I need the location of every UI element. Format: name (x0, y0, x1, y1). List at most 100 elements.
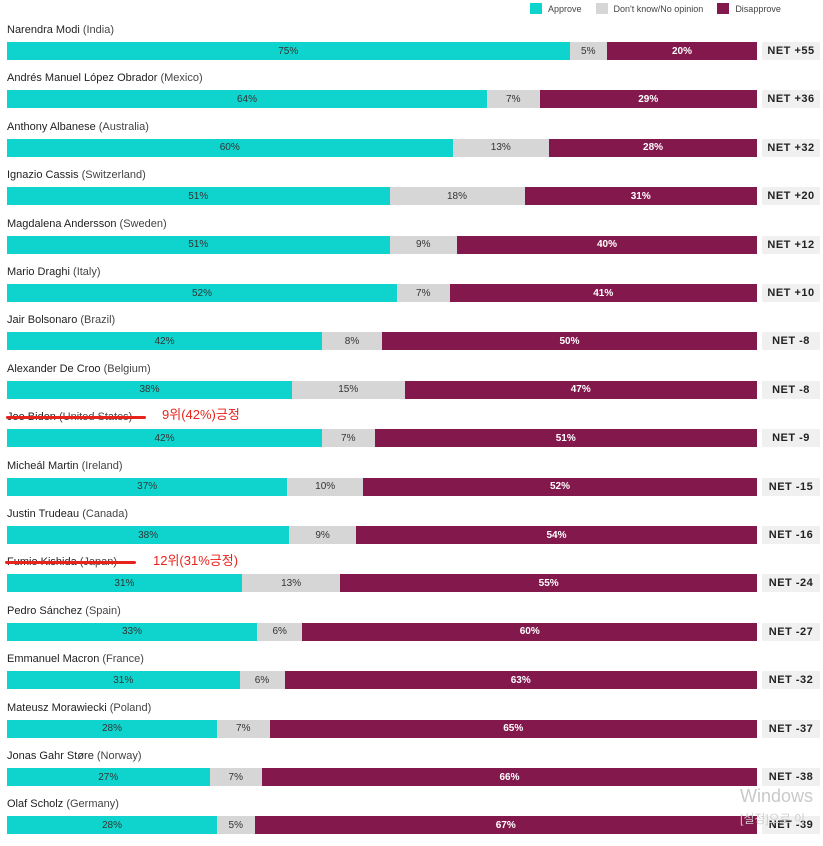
approve-segment: 38% (7, 526, 290, 544)
leader-name-text: Micheál Martin (7, 459, 82, 472)
net-score: NET -8 (762, 332, 820, 351)
approve-segment: 51% (7, 187, 390, 206)
leader-country: (Sweden) (119, 217, 167, 230)
leader-country: (Australia) (98, 120, 149, 133)
leader-name: Emmanuel Macron (France) (7, 653, 144, 665)
leader-row: Ignazio Cassis (Switzerland) 51% 18% 31% NET… (0, 169, 823, 217)
leader-name-text: Pedro Sánchez (7, 604, 86, 617)
leader-name: Mateusz Morawiecki (Poland) (7, 702, 151, 714)
stacked-bar: 28% 7% 65% (7, 719, 757, 738)
leader-row: Jair Bolsonaro (Brazil) 42% 8% 50% NET -8 (0, 314, 823, 362)
leader-country: (Brazil) (80, 314, 116, 327)
stacked-bar: 64% 7% 29% (7, 90, 757, 109)
leader-name: Alexander De Croo (Belgium) (7, 363, 151, 375)
disapprove-segment: 54% (356, 526, 757, 544)
leader-name-text: Magdalena Andersson (7, 217, 120, 230)
net-score: NET -37 (762, 719, 820, 738)
disapprove-segment: 67% (254, 816, 757, 835)
disapprove-segment: 63% (284, 671, 757, 690)
leader-name-text: Narendra Modi (7, 24, 83, 36)
stacked-bar: 28% 5% 67% (7, 816, 757, 835)
legend-neutral: Don't know/No opinion (595, 3, 703, 14)
approve-segment: 42% (7, 332, 322, 351)
stacked-bar: 38% 15% 47% (7, 380, 757, 399)
leader-row: Micheál Martin (Ireland) 37% 10% 52% NET -15 (0, 460, 823, 508)
leader-name-text: Justin Trudeau (7, 508, 83, 520)
net-score: NET -9 (762, 429, 820, 448)
approve-segment: 64% (7, 90, 487, 109)
legend-neutral-swatch (595, 3, 608, 14)
leader-row: Olaf Scholz (Germany) 28% 5% 67% NET -39 (0, 798, 823, 846)
leader-name: Micheál Martin (Ireland) (7, 460, 123, 472)
leader-name: Justin Trudeau (Canada) (7, 508, 128, 520)
disapprove-segment: 28% (549, 138, 757, 157)
leader-name: Jair Bolsonaro (Brazil) (7, 314, 115, 326)
leader-name: Anthony Albanese (Australia) (7, 121, 149, 133)
leader-name: Jonas Gahr Støre (Norway) (7, 750, 142, 762)
stacked-bar: 51% 9% 40% (7, 235, 757, 254)
net-score: NET +20 (762, 187, 820, 206)
leader-name-text: Jonas Gahr Støre (7, 750, 97, 762)
net-score: NET -39 (762, 816, 820, 835)
leader-country: (Canada) (82, 508, 129, 520)
stacked-bar: 27% 7% 66% (7, 768, 757, 786)
leader-name: Andrés Manuel López Obrador (Mexico) (7, 72, 203, 84)
leader-row: Fumio Kishida (Japan)31%13%55%NET -24 (0, 556, 823, 604)
leader-name-text: Andrés Manuel López Obrador (7, 72, 161, 85)
leader-country: (Spain) (85, 604, 121, 617)
leader-country: (Norway) (96, 750, 142, 762)
net-score: NET -24 (762, 574, 820, 593)
legend-disapprove-swatch (717, 3, 730, 14)
net-score: NET -8 (762, 380, 820, 399)
approve-segment: 31% (7, 671, 240, 690)
stacked-bar: 42% 7% 51% (7, 429, 757, 448)
net-score: NET -16 (762, 526, 820, 544)
neutral-segment: 5% (569, 42, 607, 60)
leader-name-text: Mateusz Morawiecki (7, 701, 110, 714)
neutral-segment: 7% (217, 719, 270, 738)
net-score: NET +12 (762, 235, 820, 254)
neutral-segment: 5% (217, 816, 255, 835)
leader-name-text: Mario Draghi (7, 266, 74, 278)
disapprove-segment: 66% (262, 768, 757, 786)
neutral-segment: 6% (257, 622, 303, 641)
leader-country: (Belgium) (103, 362, 151, 375)
stacked-bar: 33% 6% 60% (7, 622, 757, 641)
rank-annotation: 9위(42%)긍정 (162, 407, 240, 423)
leader-country: (France) (102, 653, 144, 666)
disapprove-segment: 47% (404, 380, 757, 399)
net-score: NET +55 (762, 42, 820, 60)
approve-segment: 52% (7, 284, 397, 302)
disapprove-segment: 50% (382, 332, 757, 351)
leader-name-text: Alexander De Croo (7, 362, 104, 375)
stacked-bar: 52% 7% 41% (7, 284, 757, 302)
leader-row: Andrés Manuel López Obrador (Mexico) 64% 7… (0, 72, 823, 120)
neutral-segment: 9% (289, 526, 356, 544)
leader-row: Emmanuel Macron (France) 31% 6% 63% NET -32 (0, 653, 823, 701)
stacked-bar: 31% 13% 55% (7, 574, 757, 593)
disapprove-segment: 29% (539, 90, 757, 109)
stacked-bar: 31% 6% 63% (7, 671, 757, 690)
stacked-bar: 51% 18% 31% (7, 187, 757, 206)
leader-country: (Mexico) (160, 72, 203, 85)
leader-row: Narendra Modi (India) 75% 5% 20% NET +55 (0, 24, 823, 72)
annotation-underline (6, 416, 146, 420)
stacked-bar: 37% 10% 52% (7, 477, 757, 496)
leader-row: Jonas Gahr Støre (Norway) 27% 7% 66% NET -38 (0, 750, 823, 798)
neutral-segment: 7% (209, 768, 262, 786)
approve-segment: 60% (7, 138, 453, 157)
leader-row: Mario Draghi (Italy) 52% 7% 41% NET +10 (0, 266, 823, 314)
leader-row: Anthony Albanese (Australia) 60% 13% 28% NET… (0, 121, 823, 169)
disapprove-segment: 51% (374, 429, 757, 448)
disapprove-segment: 41% (449, 284, 757, 302)
approve-segment: 27% (7, 768, 210, 786)
disapprove-segment: 31% (524, 187, 757, 206)
leader-country: (Ireland) (81, 459, 123, 472)
disapprove-segment: 20% (607, 42, 757, 60)
neutral-segment: 13% (452, 138, 550, 157)
neutral-segment: 7% (487, 90, 540, 109)
leader-country: (Germany) (66, 798, 119, 811)
approve-segment: 51% (7, 235, 390, 254)
approve-segment: 37% (7, 477, 288, 496)
